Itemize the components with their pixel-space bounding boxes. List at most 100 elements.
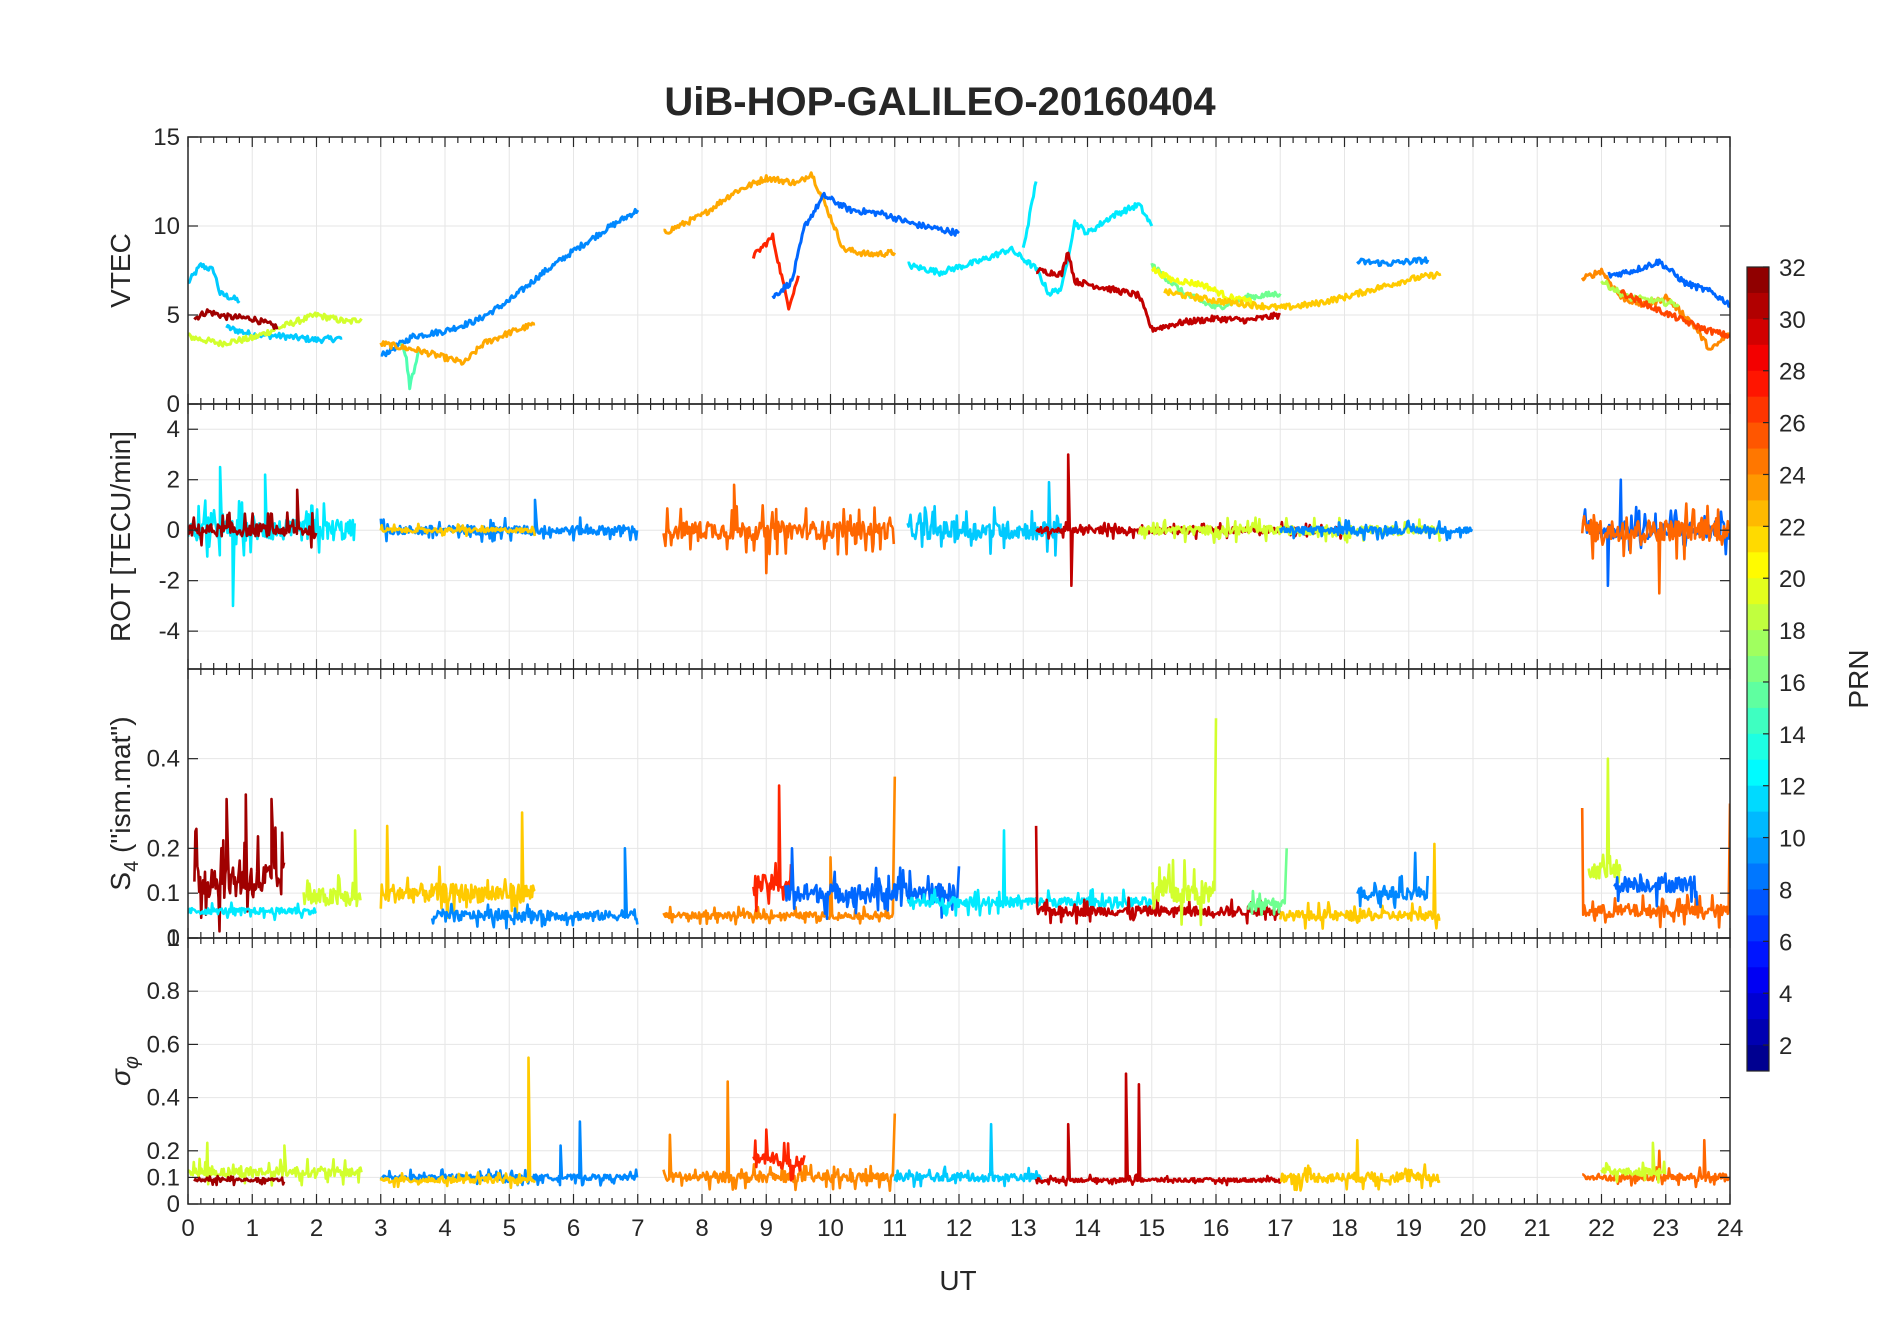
colorbar-bin	[1747, 630, 1769, 657]
colorbar-bin	[1747, 344, 1769, 372]
plot-area-vtec	[188, 171, 1730, 391]
y-tick-label: 0.8	[147, 978, 180, 1005]
series-prn-24	[662, 1080, 897, 1192]
colorbar-bin	[1747, 604, 1769, 631]
colorbar-bin	[1747, 552, 1769, 579]
y-tick-label: -2	[159, 568, 180, 595]
colorbar-bin	[1747, 1019, 1769, 1046]
series-prn-23	[663, 171, 897, 258]
x-tick-label: 1	[246, 1215, 259, 1242]
chart-title: UiB-HOP-GALILEO-20160404	[664, 80, 1216, 124]
y-tick-label: 0.1	[147, 880, 180, 907]
series-prn-8	[1607, 258, 1730, 308]
colorbar-bin	[1747, 267, 1769, 294]
series-prn-22	[1279, 842, 1441, 930]
x-tick-label: 8	[695, 1215, 708, 1242]
colorbar-tick-label: 30	[1779, 307, 1806, 334]
series-prn-19	[1587, 757, 1622, 884]
x-tick-label: 21	[1524, 1215, 1551, 1242]
series-prn-9	[1356, 256, 1430, 268]
series-prn-22	[379, 811, 536, 920]
y-tick-label: 0.2	[147, 835, 180, 862]
x-tick-label: 7	[631, 1215, 644, 1242]
series-prn-9	[1279, 519, 1474, 542]
colorbar-bin	[1747, 811, 1769, 839]
colorbar-bin	[1747, 1045, 1769, 1072]
colorbar-bin	[1747, 915, 1769, 942]
series-prn-8	[1613, 872, 1699, 908]
x-tick-label: 17	[1267, 1215, 1294, 1242]
y-tick-label: 0.4	[147, 1085, 180, 1112]
colorbar-bin	[1747, 889, 1769, 916]
colorbar-bin	[1747, 863, 1769, 890]
x-tick-label: 19	[1395, 1215, 1422, 1242]
colorbar-bin	[1747, 785, 1769, 813]
colorbar-bin	[1747, 578, 1769, 605]
x-tick-label: 16	[1203, 1215, 1230, 1242]
colorbar-bin	[1747, 422, 1769, 450]
y-tick-label: 0.2	[147, 1138, 180, 1165]
series-prn-31	[193, 1174, 286, 1187]
x-tick-label: 24	[1717, 1215, 1744, 1242]
colorbar-tick-label: 28	[1779, 359, 1806, 386]
colorbar-tick-label: 8	[1779, 877, 1792, 904]
x-tick-label: 11	[882, 1215, 907, 1242]
plot-area-rot	[188, 453, 1730, 608]
colorbar-tick-label: 20	[1779, 566, 1806, 593]
y-tick-label: 0	[167, 925, 180, 952]
y-tick-label: -4	[159, 618, 180, 645]
series-prn-16	[1150, 262, 1282, 311]
x-tick-label: 18	[1331, 1215, 1358, 1242]
colorbar-tick-label: 22	[1779, 514, 1806, 541]
y-tick-label: 0	[167, 1191, 180, 1218]
y-axis-label-s4: S4 ("ism.mat")	[105, 716, 143, 890]
colorbar-bin	[1747, 474, 1769, 501]
colorbar-tick-label: 6	[1779, 929, 1792, 956]
series-prn-30	[1034, 825, 1282, 925]
y-axis-label-rot: ROT [TECU/min]	[105, 431, 136, 642]
series-prn-26	[1619, 289, 1730, 339]
colorbar-bin	[1747, 656, 1769, 683]
series-prn-22	[379, 1056, 537, 1190]
series-prn-31	[193, 793, 286, 933]
series-prn-20	[1150, 266, 1256, 306]
plot-area-s4	[188, 718, 1730, 933]
colorbar-bin	[1747, 967, 1769, 994]
series-prn-12	[188, 465, 356, 608]
y-axis-label-vtec: VTEC	[105, 233, 136, 308]
y-tick-label: 10	[153, 213, 180, 240]
colorbar-tick-label: 24	[1779, 462, 1806, 489]
series-prn-27	[752, 1128, 806, 1182]
series-prn-30	[1035, 251, 1282, 333]
colorbar-bin	[1747, 707, 1769, 735]
colorbar-bin	[1747, 500, 1769, 527]
panel-vtec: 0 5 10 15 VTEC	[105, 124, 1731, 418]
colorbar-bin	[1747, 396, 1769, 424]
x-tick-label: 12	[946, 1215, 973, 1242]
series-prn-11	[893, 1122, 1043, 1188]
colorbar-label: PRN	[1843, 649, 1874, 708]
x-tick-label: 4	[438, 1215, 451, 1242]
colorbar-bin	[1747, 448, 1769, 475]
x-axis-label: UT	[939, 1265, 976, 1296]
x-tick-label: 23	[1652, 1215, 1679, 1242]
x-tick-label: 14	[1074, 1215, 1101, 1242]
colorbar-bin	[1747, 837, 1769, 865]
series-prn-23	[379, 321, 536, 366]
colorbar-bin	[1747, 318, 1769, 346]
y-tick-label: 5	[167, 302, 180, 329]
series-prn-25	[1580, 803, 1730, 929]
series-prn-27	[751, 232, 800, 311]
x-tick-label: 3	[374, 1215, 387, 1242]
series-prn-8	[784, 847, 961, 921]
x-tick-label: 20	[1460, 1215, 1487, 1242]
series-prn-19	[302, 829, 362, 908]
series-prn-25	[662, 483, 896, 575]
series-prn-12	[1021, 181, 1038, 248]
series-prn-11	[906, 480, 1063, 557]
series-prn-19	[1150, 718, 1218, 927]
